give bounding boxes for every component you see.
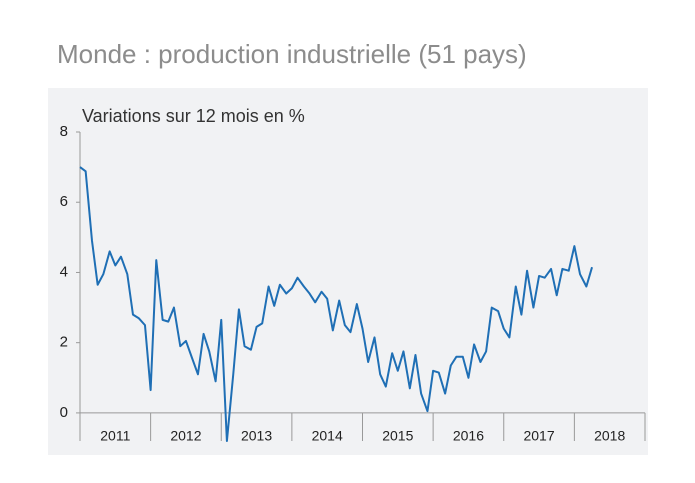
y-tick-label: 0 [60,404,68,421]
chart-subtitle: Variations sur 12 mois en % [82,106,305,126]
y-tick-label: 4 [60,263,68,280]
x-tick-label: 2015 [382,428,413,444]
x-tick-label: 2014 [312,428,343,444]
chart-title: Monde : production industrielle (51 pays… [57,39,527,69]
x-tick-label: 2013 [241,428,272,444]
x-tick-label: 2016 [453,428,484,444]
x-tick-label: 2012 [170,428,201,444]
data-line [79,166,593,442]
x-tick-label: 2018 [594,428,625,444]
y-tick-label: 6 [60,193,68,210]
x-tick-label: 2011 [100,428,130,444]
y-tick-label: 2 [60,334,68,351]
x-tick-label: 2017 [523,428,554,444]
y-tick-label: 8 [60,123,68,140]
plot-panel [48,88,648,455]
